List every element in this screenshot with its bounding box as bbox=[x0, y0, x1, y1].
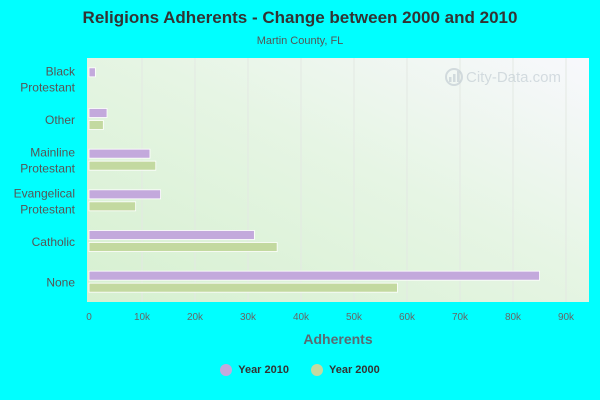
x-tick-label: 80k bbox=[505, 312, 522, 323]
watermark-logo-icon bbox=[445, 68, 463, 86]
x-axis-label: Adherents bbox=[303, 331, 372, 347]
bar-2000-mainline-protestant bbox=[88, 160, 157, 171]
bar-2010-none bbox=[88, 270, 540, 281]
y-category-label: Evangelical Protestant bbox=[14, 186, 76, 216]
y-category-label: None bbox=[46, 276, 75, 290]
bar-2010-mainline-protestant bbox=[88, 148, 151, 159]
chart-subtitle: Martin County, FL bbox=[256, 35, 344, 47]
y-category-label: Catholic bbox=[32, 235, 75, 249]
legend-item: Year 2000 bbox=[311, 364, 380, 376]
x-tick-label: 40k bbox=[293, 312, 310, 323]
legend-swatch-icon bbox=[220, 364, 233, 376]
y-category-label: Black Protestant bbox=[20, 64, 76, 94]
bar-2010-catholic bbox=[88, 230, 255, 240]
legend-item: Year 2010 bbox=[220, 364, 289, 376]
bar-2000-none bbox=[88, 282, 398, 293]
bar-2010-other bbox=[88, 108, 108, 118]
x-tick-label: 50k bbox=[346, 312, 363, 323]
legend: Year 2010 Year 2000 bbox=[0, 364, 600, 376]
legend-swatch-icon bbox=[311, 364, 323, 376]
bar-2000-other bbox=[88, 120, 104, 130]
bar-2010-evangelical-protestant bbox=[88, 189, 161, 200]
x-tick-label: 30k bbox=[240, 312, 257, 323]
watermark: City-Data.com bbox=[445, 68, 561, 86]
bar-2010-black-protestant bbox=[88, 67, 96, 78]
legend-label: Year 2010 bbox=[238, 364, 289, 376]
x-tick-label: 90k bbox=[558, 312, 575, 323]
x-tick-label: 20k bbox=[187, 312, 204, 323]
legend-label: Year 2000 bbox=[329, 364, 380, 376]
watermark-text: City-Data.com bbox=[466, 69, 561, 86]
x-tick-label: 60k bbox=[399, 312, 416, 323]
bar-2000-evangelical-protestant bbox=[88, 201, 137, 212]
plot-area bbox=[87, 58, 589, 302]
x-tick-label: 70k bbox=[452, 312, 469, 323]
y-category-label: Other bbox=[45, 113, 75, 127]
x-tick-label: 10k bbox=[134, 312, 151, 323]
x-tick-label: 0 bbox=[86, 312, 92, 323]
bar-2000-catholic bbox=[88, 242, 278, 252]
chart-title: Religions Adherents - Change between 200… bbox=[82, 8, 518, 27]
y-category-label: Mainline Protestant bbox=[20, 146, 75, 176]
